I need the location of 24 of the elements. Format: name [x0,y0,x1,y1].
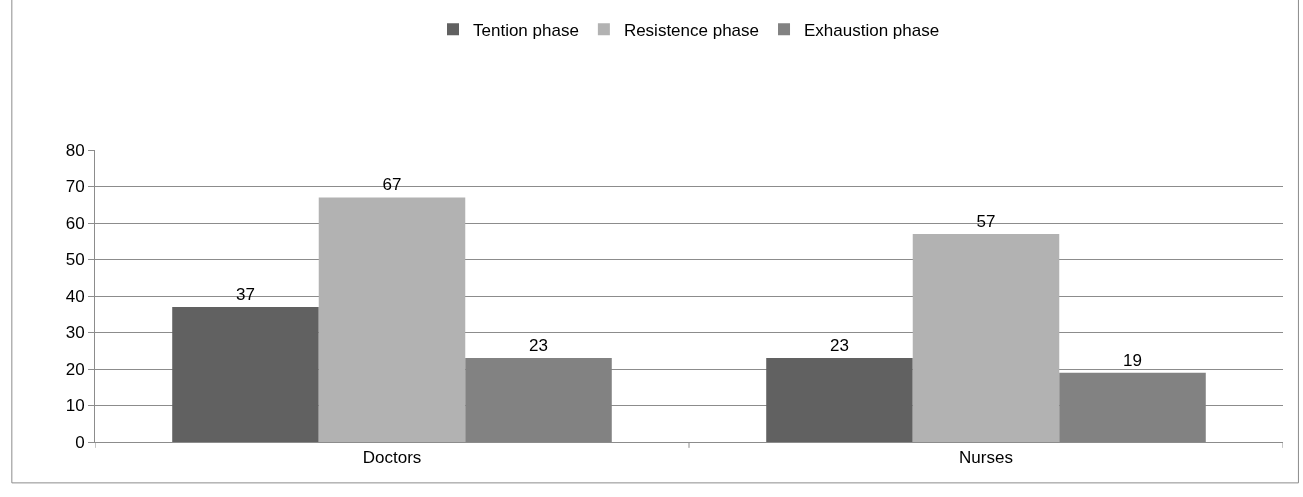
legend-label: Resistence phase [623,20,760,40]
data-label: 23 [529,336,548,356]
y-tick-label: 80 [65,140,85,160]
data-label: 23 [830,336,849,356]
y-tick-label: 50 [65,250,85,270]
legend-label: Exhaustion phase [804,20,940,40]
x-tick-label: Doctors [362,448,422,468]
y-tick-label: 60 [65,213,85,233]
y-tick-label: 20 [65,359,85,379]
y-tick-label: 10 [65,396,85,416]
y-tick-label: 70 [65,177,85,197]
y-tick-label: 30 [65,323,85,343]
bar [912,233,1060,442]
y-tick-label: 0 [75,432,85,452]
bar [318,197,466,442]
y-tick-label: 40 [65,286,85,306]
bar [766,358,913,442]
x-tick-label: Nurses [959,448,1013,468]
data-label: 57 [976,211,996,231]
legend-label: Tention phase [473,20,579,40]
data-label: 19 [1123,350,1142,370]
bar [172,306,319,442]
data-label: 37 [236,284,255,304]
data-label: 67 [382,175,402,195]
